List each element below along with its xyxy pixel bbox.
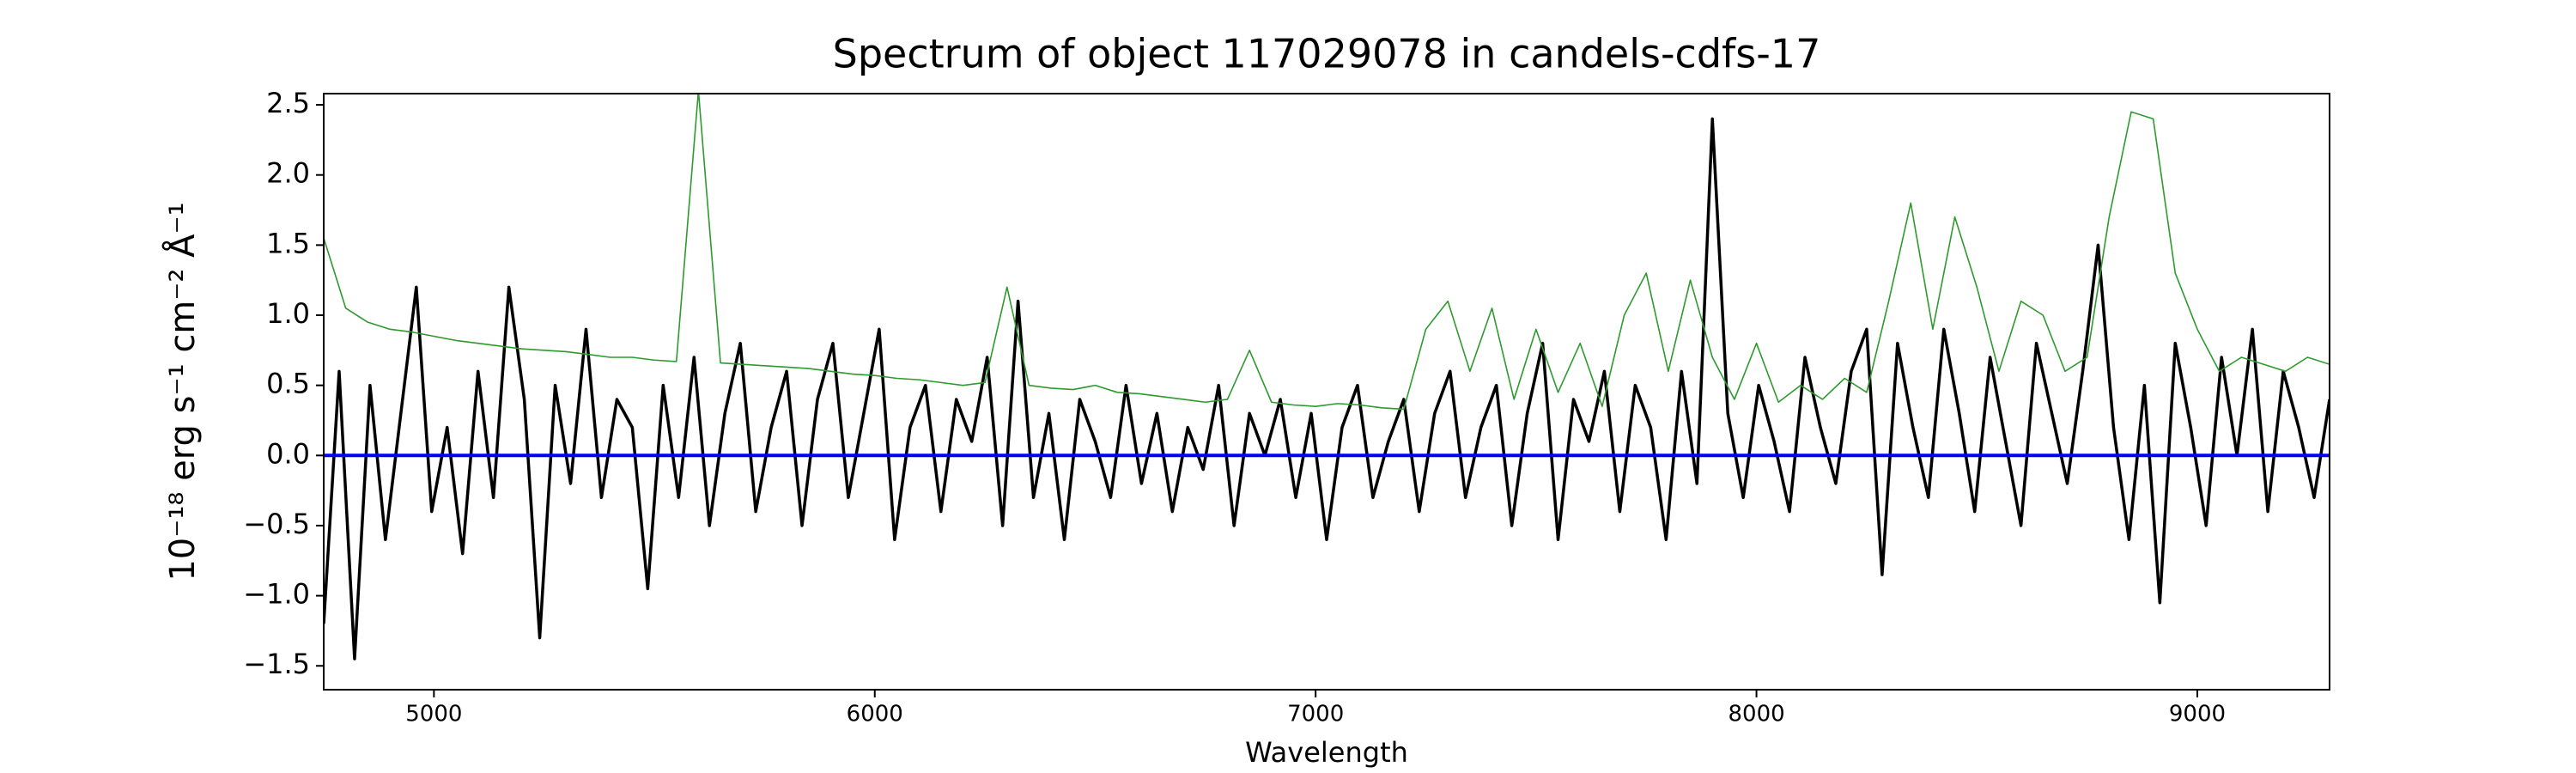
x-tick-label: 8000 xyxy=(1728,702,1784,727)
x-axis-label: Wavelength xyxy=(1245,736,1408,769)
x-tick-label: 7000 xyxy=(1287,702,1344,727)
x-tick-label: 6000 xyxy=(847,702,903,727)
y-tick-label: 1.0 xyxy=(266,297,310,330)
y-tick-label: 0.5 xyxy=(266,368,310,400)
y-axis-label: 10⁻¹⁸ erg s⁻¹ cm⁻² Å⁻¹ xyxy=(161,202,203,581)
y-tick-label: −1.0 xyxy=(243,578,310,611)
series-line xyxy=(324,94,2330,411)
y-tick-label: −1.5 xyxy=(243,648,310,680)
y-tick-label: 1.5 xyxy=(266,227,310,259)
x-tick-label: 9000 xyxy=(2169,702,2226,727)
x-tick-label: 5000 xyxy=(405,702,462,727)
chart-title: Spectrum of object 117029078 in candels-… xyxy=(833,31,1821,77)
y-tick-label: 0.0 xyxy=(266,437,310,470)
series-line xyxy=(324,117,2330,660)
y-tick-label: 2.0 xyxy=(266,157,310,190)
y-tick-label: 2.5 xyxy=(266,87,310,119)
axes-frame xyxy=(323,93,2330,691)
y-tick-label: −0.5 xyxy=(243,508,310,540)
plot-area xyxy=(324,94,2330,660)
